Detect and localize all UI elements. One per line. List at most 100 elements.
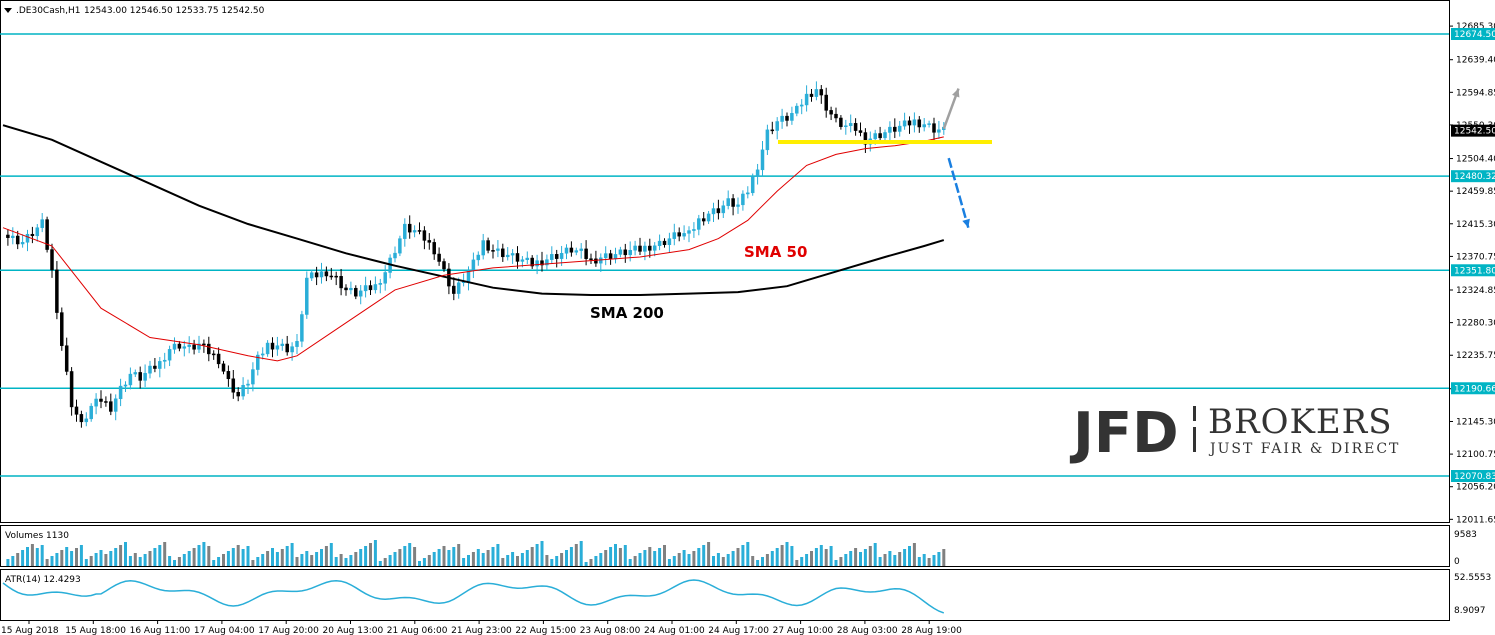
level-price-tag-3: 12190.66: [1454, 384, 1495, 394]
volume-bar: [383, 558, 387, 566]
y-tick-label: 12056.20: [1456, 483, 1495, 493]
volume-bar: [594, 556, 598, 566]
y-tick-label: 12415.30: [1456, 220, 1495, 230]
x-tick-label: 22 Aug 15:00: [515, 626, 576, 635]
volume-bar: [540, 541, 544, 566]
candle-body: [35, 227, 40, 237]
brand-tagline: JUST FAIR & DIRECT: [1208, 441, 1400, 457]
candle-body: [893, 126, 897, 132]
volume-bar: [638, 553, 642, 566]
candle-body: [167, 349, 172, 361]
candle-body: [393, 252, 397, 259]
x-tick-label: 17 Aug 20:00: [258, 626, 319, 635]
candle-body: [265, 342, 270, 355]
level-price-tag-3-bg: [1451, 382, 1495, 395]
y-tick-label: 12100.75: [1456, 450, 1495, 460]
price-tags: 12674.50 12480.32 12351.80 12190.66 12070.83…: [1451, 28, 1495, 482]
volume-bar: [109, 551, 113, 566]
volume-bar: [398, 549, 402, 566]
candle-body: [197, 343, 201, 350]
volume-bar: [329, 543, 333, 566]
volume-bar: [721, 557, 725, 566]
volume-bar: [70, 551, 74, 566]
candle-body: [530, 257, 534, 267]
volume-bar: [75, 548, 78, 566]
volume-bar: [917, 557, 921, 566]
candle-body: [354, 287, 358, 297]
level-price-tag-1-bg: [1451, 170, 1495, 183]
volume-bar: [432, 552, 436, 566]
candle-body: [505, 254, 510, 258]
volume-bar: [535, 544, 539, 566]
candle-body: [123, 384, 128, 387]
volume-bar: [672, 556, 676, 566]
candle-body: [177, 343, 182, 349]
volume-bar: [530, 547, 534, 566]
candle-body: [662, 240, 667, 245]
sma200-annotation: SMA 200: [590, 304, 664, 322]
candle-body: [305, 277, 309, 315]
x-tick-label: 27 Aug 10:00: [773, 626, 834, 635]
volume-bar: [658, 548, 662, 566]
level-price-tag-1: 12480.32: [1454, 172, 1495, 182]
arrow-down-shaft: [947, 157, 970, 229]
x-tick-label: 20 Aug 13:00: [323, 626, 384, 635]
candle-body: [344, 287, 348, 291]
volume-bar: [486, 550, 490, 566]
volume-bar: [124, 542, 127, 566]
level-price-tag-0-bg: [1451, 28, 1495, 40]
volume-bar: [854, 548, 858, 566]
candle-body: [45, 219, 49, 250]
volume-bar: [163, 542, 167, 566]
volume-bar: [663, 545, 666, 566]
atr-panel-frame: [0, 569, 1450, 621]
volume-bar: [300, 554, 304, 566]
volume-bar: [829, 546, 833, 566]
candle-body: [814, 89, 819, 97]
volume-bar: [810, 551, 813, 566]
collapse-arrow-icon[interactable]: [4, 8, 12, 13]
volume-bar: [604, 550, 608, 566]
candle-body: [858, 130, 863, 133]
candle-body: [491, 250, 495, 252]
volume-bar: [731, 551, 735, 566]
volume-bar: [511, 552, 515, 566]
candle-body: [853, 123, 858, 131]
atr-min-tick: 8.9097: [1454, 606, 1486, 616]
candle-body: [412, 230, 417, 233]
candle-body: [819, 89, 824, 96]
volume-bar: [30, 544, 34, 566]
volume-bar: [628, 559, 632, 566]
volume-bar: [119, 545, 123, 566]
y-tick-label: 12504.40: [1456, 155, 1495, 165]
candle-body: [496, 248, 500, 251]
volume-bar: [565, 550, 568, 566]
volume-bar: [550, 559, 554, 566]
candle-body: [118, 385, 123, 400]
candle-body: [589, 258, 593, 260]
candle-body: [153, 365, 157, 369]
candle-body: [844, 125, 848, 127]
volume-bar: [761, 557, 764, 566]
volume-bar: [153, 548, 157, 566]
volume-bar: [756, 560, 760, 566]
volume-bar: [275, 552, 279, 566]
candle-body: [559, 253, 564, 259]
volume-bar: [427, 555, 431, 566]
candle-body: [128, 373, 133, 386]
volume-bar: [770, 551, 774, 566]
volume-bar: [834, 560, 838, 566]
candle-body: [368, 285, 373, 291]
candle-body: [15, 235, 20, 245]
current-price-tag-bg: [1451, 124, 1495, 137]
volume-bar: [922, 554, 926, 566]
volume-bar: [89, 556, 93, 566]
volume-bar: [393, 552, 397, 566]
volume-bar: [491, 547, 495, 566]
volume-bar: [177, 557, 181, 566]
volume-bar: [60, 550, 64, 566]
ohlc-values: 12543.00 12546.50 12533.75 12542.50: [84, 6, 265, 16]
volume-bar: [525, 550, 529, 566]
volume-bar: [618, 548, 622, 566]
volume-bar: [751, 556, 755, 566]
